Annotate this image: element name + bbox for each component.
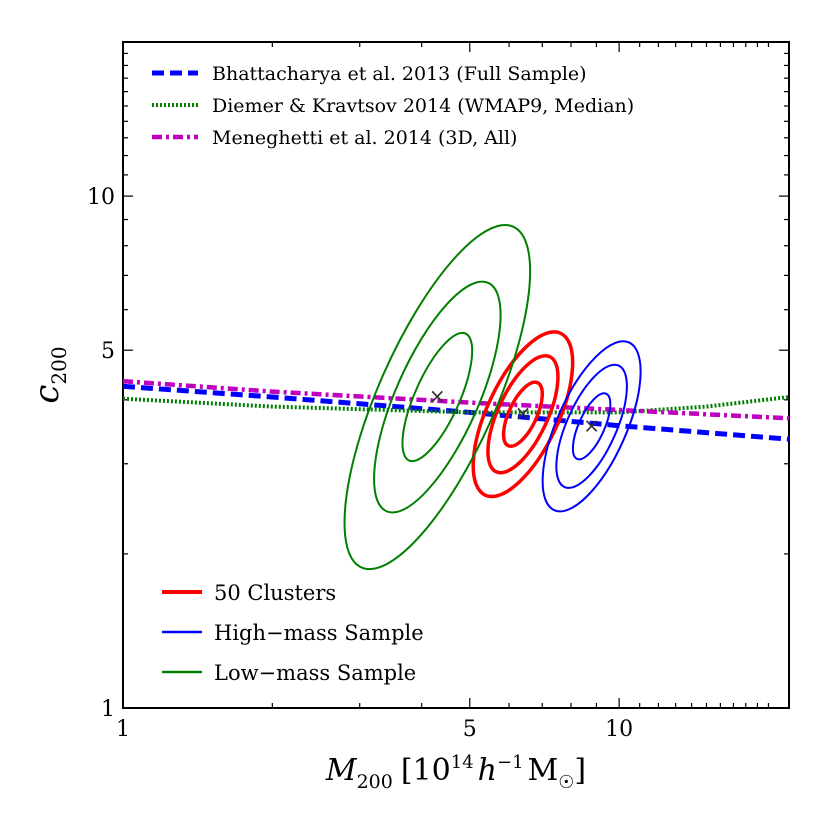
best-fit-marker-2: × xyxy=(583,413,600,437)
contour-sample1-level3 xyxy=(471,330,575,499)
contour-sample2-level2 xyxy=(555,363,628,489)
legend-label-relation-1: Bhattacharya et al. 2013 (Full Sample) xyxy=(212,63,587,85)
relations-legend: Bhattacharya et al. 2013 (Full Sample) Di… xyxy=(152,63,634,149)
relation-curve-3 xyxy=(123,378,789,421)
contour-sample2-level1 xyxy=(571,392,612,461)
y-axis-title: c200 xyxy=(27,346,71,403)
relation-curve-2 xyxy=(123,395,789,415)
contour-sample3-level3 xyxy=(343,224,532,571)
contour-sample3-level1 xyxy=(401,331,474,463)
legend-label-sample-2: High−mass Sample xyxy=(214,621,424,645)
x-axis-title: M200 [1014 h−1 M☉] xyxy=(325,752,586,793)
samples-legend: 50 Clusters High−mass Sample Low−mass Samp… xyxy=(162,581,424,685)
x-axis-ticks: 1 5 10 xyxy=(116,42,770,742)
legend-label-relation-2: Diemer & Kravtsov 2014 (WMAP9, Median) xyxy=(212,95,634,117)
contour-sample1-level1 xyxy=(501,380,545,448)
y-tick-label: 5 xyxy=(101,339,115,364)
best-fit-markers: × × × xyxy=(429,384,600,437)
confidence-contours xyxy=(343,224,642,571)
plot-frame xyxy=(122,41,790,709)
relation-curve-1 xyxy=(123,383,789,442)
legend-label-sample-3: Low−mass Sample xyxy=(214,661,416,685)
best-fit-marker-1: × xyxy=(515,401,532,425)
contour-sample2-level3 xyxy=(541,340,642,513)
contour-sample1-level2 xyxy=(486,353,560,475)
x-tick-label: 5 xyxy=(463,717,477,742)
legend-label-relation-3: Meneghetti et al. 2014 (3D, All) xyxy=(212,127,517,149)
relation-curves xyxy=(123,378,789,442)
contour-sample3-level2 xyxy=(373,280,502,514)
best-fit-marker-3: × xyxy=(429,384,446,408)
y-tick-label: 1 xyxy=(101,697,115,722)
x-tick-label: 1 xyxy=(116,717,130,742)
y-tick-label: 10 xyxy=(87,185,115,210)
legend-label-sample-1: 50 Clusters xyxy=(214,581,336,605)
x-tick-label: 10 xyxy=(605,717,633,742)
